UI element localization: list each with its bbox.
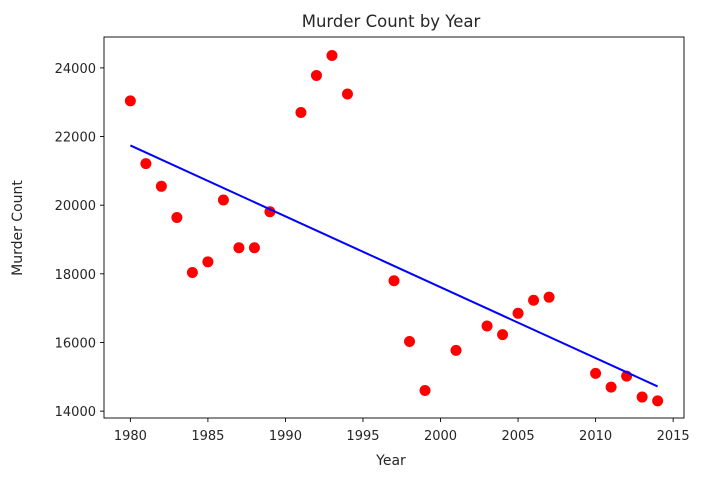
data-point xyxy=(310,69,322,81)
x-tick-label: 2000 xyxy=(424,429,457,444)
x-tick-label: 1995 xyxy=(346,429,379,444)
data-point xyxy=(590,367,602,379)
data-point xyxy=(605,381,617,393)
data-point xyxy=(404,335,416,347)
data-point xyxy=(497,329,509,341)
data-point xyxy=(140,158,152,170)
data-point xyxy=(186,266,198,278)
data-point xyxy=(636,391,648,403)
x-tick-label: 1980 xyxy=(114,429,147,444)
data-point xyxy=(217,194,229,206)
data-point xyxy=(528,294,540,306)
x-tick-label: 2005 xyxy=(502,429,535,444)
data-point xyxy=(419,385,431,397)
data-point xyxy=(481,320,493,332)
data-point xyxy=(326,50,338,62)
data-point xyxy=(450,344,462,356)
data-point xyxy=(248,242,260,254)
data-point xyxy=(171,212,183,224)
data-point xyxy=(124,95,136,107)
x-axis-ticks: 1980 1985 1990 1995 2000 2005 2010 2015 xyxy=(114,418,690,444)
y-tick-label: 14000 xyxy=(55,405,96,420)
data-point xyxy=(233,242,245,254)
plot-frame xyxy=(103,36,685,419)
x-tick-label: 2010 xyxy=(579,429,612,444)
y-axis-ticks: 14000 16000 18000 20000 22000 24000 xyxy=(55,62,104,420)
trend-line xyxy=(129,144,659,388)
data-point xyxy=(512,307,524,319)
x-axis-label: Year xyxy=(375,453,406,469)
y-tick-label: 18000 xyxy=(55,268,96,283)
y-tick-label: 24000 xyxy=(55,62,96,77)
data-point xyxy=(543,291,555,303)
data-point xyxy=(202,256,214,268)
data-point xyxy=(155,180,167,192)
plot-area xyxy=(124,50,664,407)
y-tick-label: 16000 xyxy=(55,336,96,351)
x-tick-label: 1985 xyxy=(191,429,224,444)
x-tick-label: 2015 xyxy=(657,429,690,444)
y-tick-label: 20000 xyxy=(55,199,96,214)
y-axis-label: Murder Count xyxy=(10,180,26,276)
chart-title: Murder Count by Year xyxy=(302,12,481,31)
data-point xyxy=(388,275,400,287)
y-tick-label: 22000 xyxy=(55,131,96,146)
data-point xyxy=(295,107,307,119)
data-point xyxy=(652,395,664,407)
data-point xyxy=(341,88,353,100)
x-tick-label: 1990 xyxy=(269,429,302,444)
